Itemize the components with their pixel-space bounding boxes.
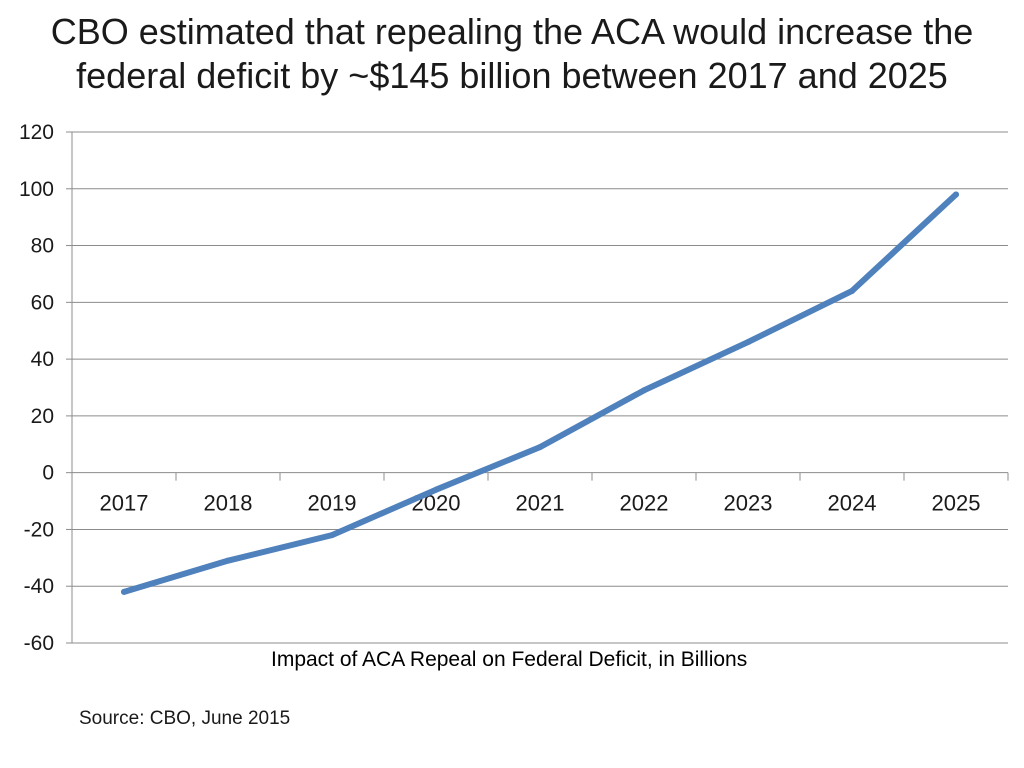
y-axis: -60 -40 -20 0 20 40 60 80 100 120 <box>19 121 73 650</box>
y-tick-label: 80 <box>31 235 54 258</box>
x-tick-label: 2023 <box>724 491 773 516</box>
y-tick-label: 20 <box>31 405 54 428</box>
data-point <box>745 339 751 346</box>
x-axis: 2017 2018 2019 2020 2021 2022 2023 2024 2025 <box>71 472 1009 516</box>
data-point <box>433 486 439 493</box>
x-axis-label: Impact of ACA Repeal on Federal Deficit,… <box>271 648 748 671</box>
y-tick-label: 120 <box>19 121 54 144</box>
x-tick-label: 2019 <box>308 491 357 516</box>
slide-title-line-2: federal deficit by ~$145 billion between… <box>76 55 948 96</box>
y-tick-label: 0 <box>42 462 54 485</box>
data-point <box>329 532 335 539</box>
x-tick-label: 2024 <box>828 491 877 516</box>
x-tick-label: 2021 <box>516 491 565 516</box>
data-point <box>641 387 647 394</box>
x-tick-label: 2025 <box>932 491 981 516</box>
x-tick-label: 2022 <box>620 491 669 516</box>
series-line <box>121 191 959 595</box>
y-tick-label: -40 <box>24 575 54 598</box>
data-point <box>537 444 543 451</box>
x-tick-label: 2018 <box>204 491 253 516</box>
slide-title-line-1: CBO estimated that repealing the ACA wou… <box>50 11 974 52</box>
slide-title: CBO estimated that repealing the ACA wou… <box>0 10 1024 98</box>
y-tick-label: -60 <box>24 632 54 650</box>
data-point <box>225 557 231 564</box>
x-tick-label: 2017 <box>100 491 149 516</box>
data-point <box>849 287 855 294</box>
data-point <box>953 191 959 198</box>
y-tick-label: 100 <box>19 178 54 201</box>
y-tick-label: -20 <box>24 518 54 541</box>
y-tick-label: 60 <box>31 291 54 314</box>
source-note: Source: CBO, June 2015 <box>79 708 291 729</box>
line-chart: -60 -40 -20 0 20 40 60 80 100 120 2017 2018 2019 202… <box>19 121 1009 650</box>
chart-series <box>121 191 959 595</box>
y-tick-label: 40 <box>31 348 54 371</box>
chart-gridlines <box>72 131 1008 644</box>
data-point <box>121 588 127 595</box>
